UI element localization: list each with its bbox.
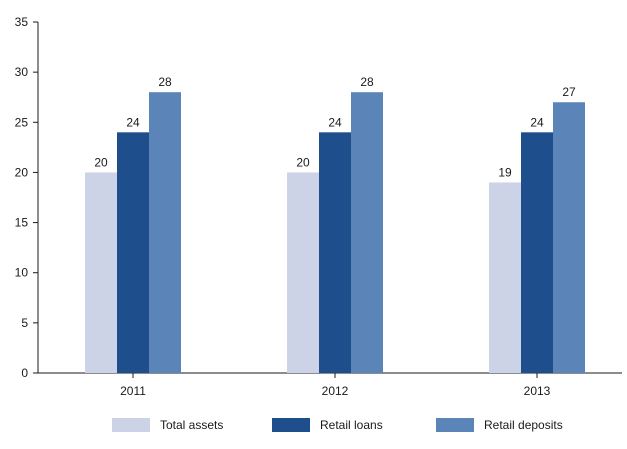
data-label: 20 [94,155,108,169]
data-label: 24 [328,115,342,129]
bars: 20 24 28 20 24 28 19 24 27 [85,75,585,373]
y-tick-label: 15 [15,216,29,230]
data-label: 24 [126,115,140,129]
data-label: 28 [158,75,172,89]
bar-total-assets-2011 [85,172,117,373]
bar-retail-loans-2012 [319,132,351,373]
data-label: 27 [562,85,576,99]
legend-label: Total assets [160,418,223,432]
legend-swatch [112,418,150,432]
y-tick-label: 5 [21,316,28,330]
bar-retail-deposits-2011 [149,92,181,373]
x-tick-label: 2012 [322,384,349,398]
data-label: 20 [296,155,310,169]
y-tick-label: 25 [15,115,29,129]
data-label: 19 [498,165,512,179]
bar-retail-deposits-2012 [351,92,383,373]
y-tick-label: 35 [15,15,29,29]
legend-label: Retail loans [320,418,383,432]
legend-label: Retail deposits [484,418,563,432]
bar-retail-loans-2013 [521,132,553,373]
bar-retail-deposits-2013 [553,102,585,373]
y-tick-label: 10 [15,266,29,280]
y-tick-label: 0 [21,366,28,380]
bar-total-assets-2012 [287,172,319,373]
bar-total-assets-2013 [489,182,521,373]
data-label: 24 [530,115,544,129]
bar-retail-loans-2011 [117,132,149,373]
legend-swatch [272,418,310,432]
legend-swatch [436,418,474,432]
x-tick-label: 2013 [524,384,551,398]
legend: Total assets Retail loans Retail deposits [112,418,563,432]
data-label: 28 [360,75,374,89]
y-tick-label: 30 [15,65,29,79]
y-tick-label: 20 [15,165,29,179]
x-tick-label: 2011 [120,384,146,398]
